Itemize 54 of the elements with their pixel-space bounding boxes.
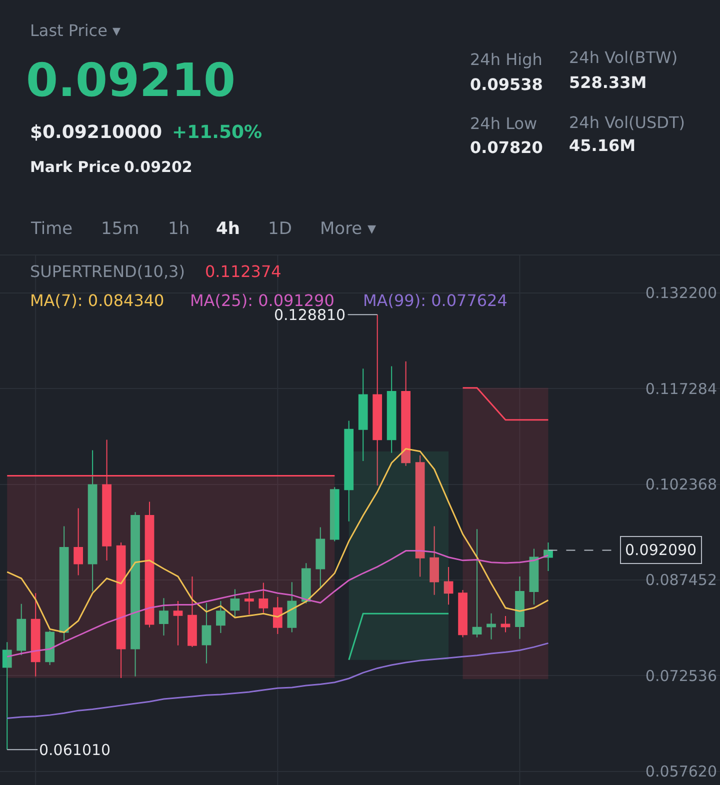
candlestick (258, 582, 268, 614)
text: 15m (101, 219, 140, 239)
candlestick (188, 576, 197, 648)
line-series (6, 550, 549, 658)
candlestick (444, 566, 454, 606)
text: 528.33M (569, 73, 647, 92)
candlestick (30, 592, 40, 677)
line-series (6, 448, 549, 634)
candlestick (458, 589, 468, 638)
candlestick (372, 314, 382, 486)
candlestick (116, 542, 126, 679)
candlestick (330, 486, 340, 542)
text: 45.16M (569, 136, 636, 155)
y-tick-label: 0.072536 (645, 666, 717, 685)
y-tick-label: 0.057620 (645, 762, 717, 781)
line-series (6, 642, 549, 720)
annotation: 0.061010 (39, 741, 111, 759)
text: 24h Vol(USDT) (569, 113, 685, 132)
candlestick (386, 366, 396, 454)
candlestick (2, 642, 12, 750)
text: $0.09210000 (30, 122, 162, 143)
text: 1D (268, 219, 292, 239)
text: More ▾ (320, 219, 377, 239)
y-tick-label: 0.102368 (645, 476, 717, 494)
text: 1h (168, 219, 190, 239)
text: 0.09210 (26, 53, 236, 107)
text: 24h High (470, 50, 542, 69)
annotation: SUPERTREND(10,3) (30, 262, 185, 281)
y-tick-label: 0.087452 (645, 571, 717, 590)
text: Mark Price (30, 158, 120, 176)
candlestick (344, 420, 354, 522)
text: 24h Vol(BTW) (569, 48, 678, 67)
candlestick (144, 501, 154, 628)
text: Last Price ▾ (30, 21, 121, 40)
candlestick (500, 615, 510, 633)
text: +11.50% (172, 122, 262, 143)
candlestick (244, 592, 254, 615)
ref-line-label: 0.092090 (625, 541, 697, 559)
annotation: 0.112374 (205, 262, 282, 281)
text: Time (30, 219, 73, 239)
text: 0.09202 (124, 158, 192, 176)
text: 0.07820 (470, 138, 543, 157)
candlestick (74, 508, 83, 576)
candlestick (173, 600, 183, 646)
text: MA(7): 0.084340 (30, 291, 164, 310)
candlestick (272, 596, 282, 635)
text: 4h (216, 219, 240, 239)
y-tick-label: 0.117284 (645, 380, 717, 398)
y-tick-label: 0.132200 (645, 284, 717, 302)
text: 0.09538 (470, 75, 543, 94)
text: 24h Low (470, 114, 538, 133)
text: MA(99): 0.077624 (363, 291, 508, 310)
candlestick (358, 368, 368, 462)
candlestick (544, 542, 553, 572)
